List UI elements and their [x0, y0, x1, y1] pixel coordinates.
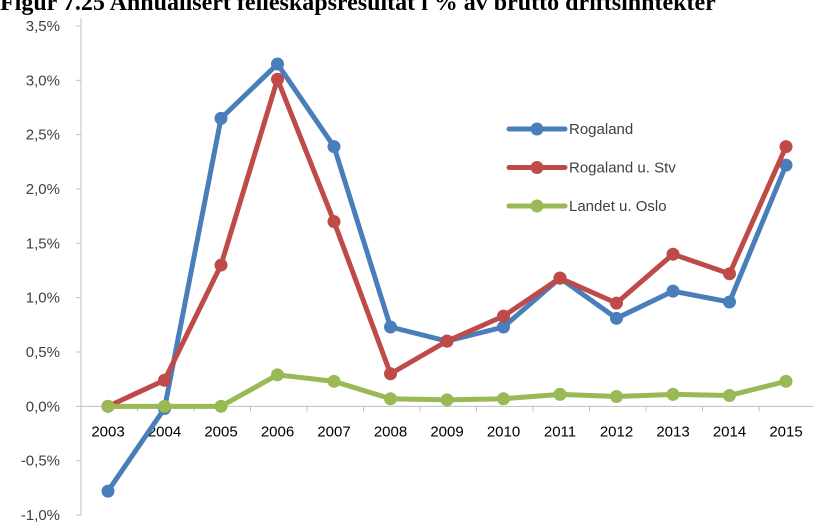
x-tick-label: 2007	[317, 423, 350, 440]
x-tick-label: 2009	[430, 423, 463, 440]
y-tick-label: -0,5%	[21, 453, 60, 470]
x-tick-label: 2014	[713, 423, 746, 440]
x-axis: 2003 2004 2005 2006 2007 2008 2009 2010 2011 2012…	[80, 405, 814, 440]
y-tick-label: 3,0%	[26, 72, 60, 89]
legend-label: Landet u. Oslo	[569, 198, 667, 215]
data-point	[666, 387, 680, 401]
data-point	[158, 373, 171, 387]
legend-label: Rogaland u. Stv	[569, 160, 676, 177]
y-tick-label: 3,5%	[26, 18, 60, 35]
data-point	[384, 367, 397, 381]
data-point	[440, 334, 454, 348]
data-point	[779, 140, 793, 154]
data-point	[384, 320, 397, 334]
data-point	[214, 258, 228, 272]
data-point	[101, 399, 115, 413]
y-tick-label: 0,5%	[26, 344, 60, 361]
data-point	[610, 311, 623, 325]
legend: Rogaland Rogaland u. Stv Landet u. Oslo	[506, 121, 676, 215]
series-line	[105, 76, 789, 409]
data-point	[214, 399, 228, 413]
y-tick-label: 2,5%	[26, 127, 60, 144]
data-point	[101, 484, 115, 498]
data-point	[497, 320, 510, 334]
x-tick-label: 2003	[91, 423, 124, 440]
data-point	[497, 392, 510, 406]
data-point	[327, 215, 341, 229]
data-point	[666, 284, 680, 298]
x-tick-label: 2006	[261, 423, 294, 440]
data-point	[497, 309, 510, 323]
legend-item: Landet u. Oslo	[506, 198, 667, 215]
legend-item: Rogaland u. Stv	[506, 160, 676, 177]
x-tick-label: 2008	[374, 423, 407, 440]
series-group	[101, 57, 793, 498]
series-landet-u-oslo	[101, 368, 793, 413]
data-point	[214, 111, 228, 125]
x-tick-label: 2012	[600, 423, 633, 440]
data-point	[384, 392, 397, 406]
y-tick-label: 1,0%	[26, 290, 60, 307]
legend-item: Rogaland	[506, 121, 633, 138]
data-point	[440, 393, 454, 407]
data-point	[666, 247, 680, 261]
legend-label: Rogaland	[569, 121, 633, 138]
data-point	[723, 295, 736, 309]
data-point	[271, 368, 284, 382]
data-point	[327, 374, 341, 388]
data-point	[610, 296, 623, 310]
x-tick-label: 2004	[148, 423, 181, 440]
x-tick-label: 2015	[769, 423, 802, 440]
y-axis-ticks: 3,5% 3,0% 2,5% 2,0% 1,5% 1,0% 0,5% 0,0% -0,5% -1,…	[21, 18, 81, 522]
data-point	[610, 390, 623, 404]
x-tick-label: 2005	[204, 423, 237, 440]
data-point	[779, 158, 793, 172]
y-tick-label: 0,0%	[26, 398, 60, 415]
series-rogaland-u-stv	[101, 72, 793, 413]
data-point	[327, 140, 341, 154]
y-tick-label: 1,5%	[26, 235, 60, 252]
chart-title: Figur 7.25 Annualisert felleskapsresulta…	[0, 0, 716, 16]
y-tick-label: 2,0%	[26, 181, 60, 198]
legend-marker	[530, 122, 544, 136]
x-tick-label: 2013	[656, 423, 689, 440]
legend-marker	[530, 199, 544, 213]
data-point	[553, 387, 567, 401]
x-tick-label: 2010	[487, 423, 520, 440]
data-point	[723, 267, 736, 281]
data-point	[271, 72, 284, 86]
x-tick-label: 2011	[544, 423, 576, 440]
data-point	[779, 374, 793, 388]
data-point	[553, 271, 567, 285]
data-point	[723, 388, 736, 402]
data-point	[271, 57, 284, 71]
y-tick-label: -1,0%	[21, 507, 60, 522]
data-point	[158, 399, 171, 413]
legend-marker	[530, 161, 544, 174]
